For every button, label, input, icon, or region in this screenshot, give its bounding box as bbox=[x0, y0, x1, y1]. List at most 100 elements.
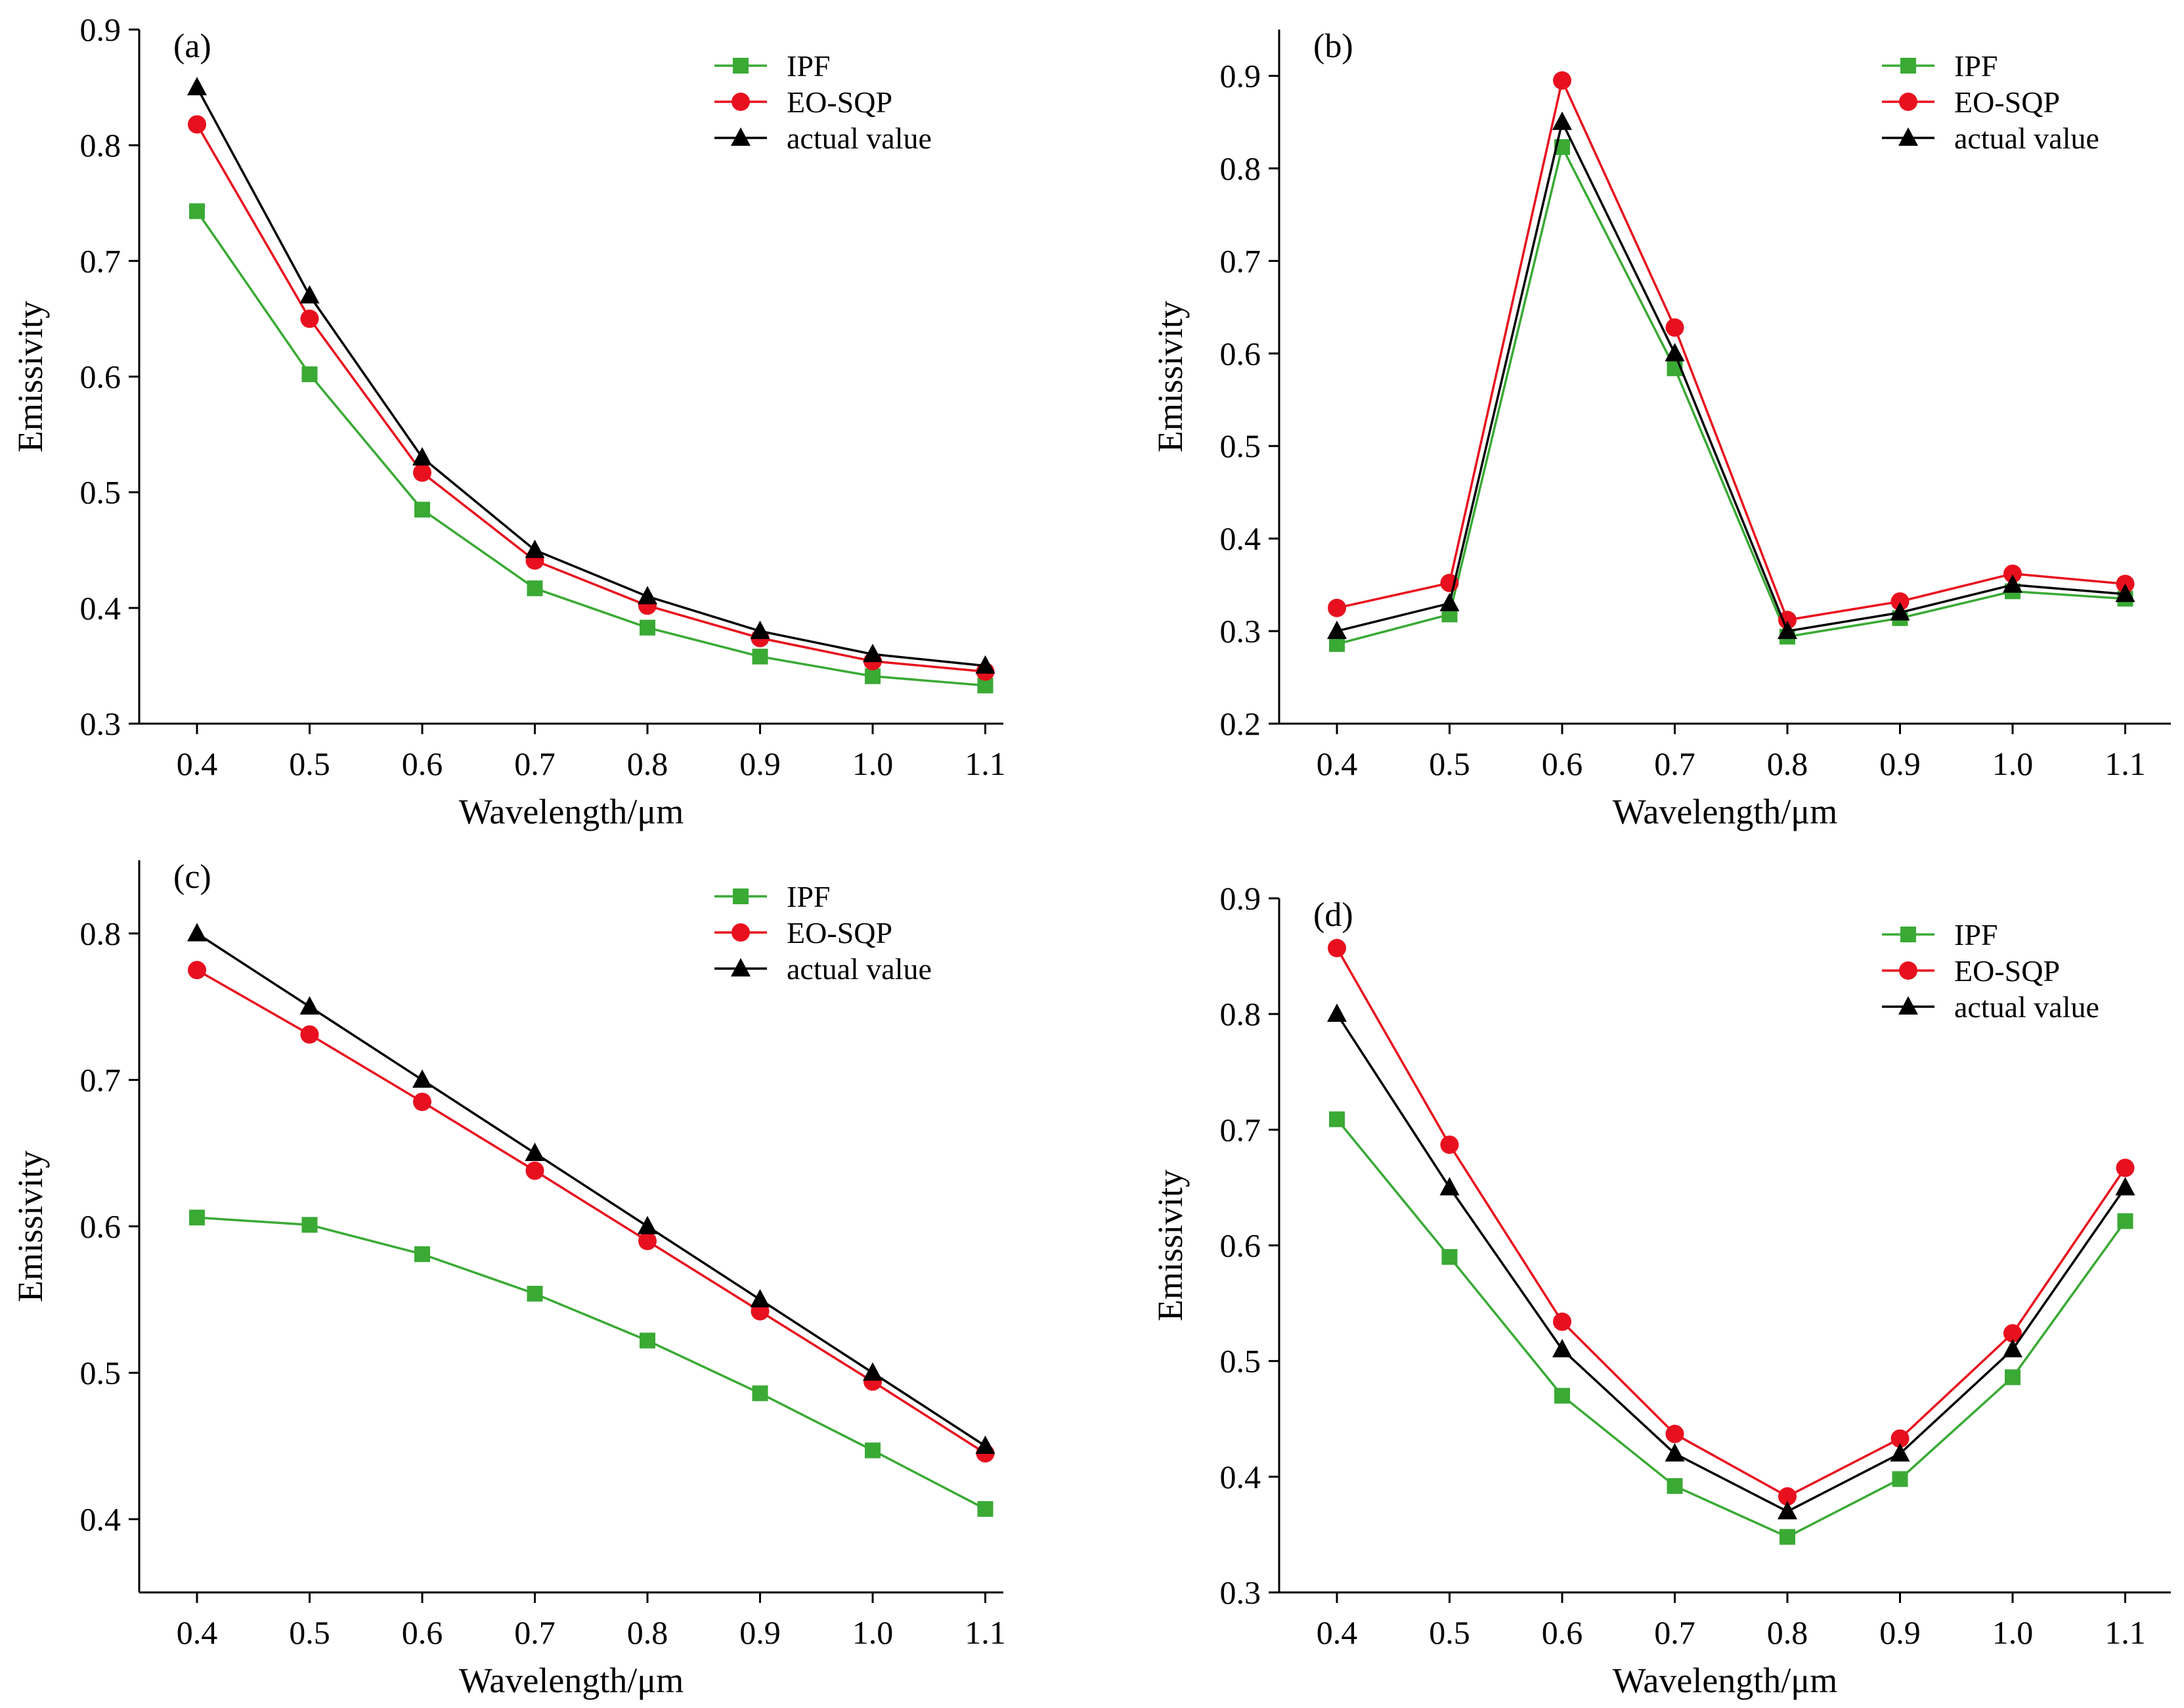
x-tick-label: 0.6 bbox=[1542, 745, 1583, 782]
y-tick-label: 0.8 bbox=[80, 915, 121, 952]
data-point-0 bbox=[865, 668, 881, 684]
legend-marker bbox=[732, 93, 750, 111]
x-tick-label: 1.0 bbox=[852, 745, 894, 782]
data-point-1 bbox=[638, 1231, 657, 1250]
data-point-2 bbox=[412, 447, 432, 466]
legend-label: EO-SQP bbox=[787, 916, 892, 950]
panel-label: (d) bbox=[1313, 896, 1353, 934]
data-point-0 bbox=[414, 1246, 430, 1262]
x-tick-label: 0.8 bbox=[1767, 745, 1808, 782]
data-point-2 bbox=[1778, 1500, 1797, 1520]
y-tick-label: 0.4 bbox=[80, 590, 121, 626]
x-tick-label: 1.0 bbox=[1992, 745, 2034, 782]
data-point-1 bbox=[300, 1025, 319, 1044]
y-tick-label: 0.7 bbox=[80, 242, 121, 279]
data-point-1 bbox=[1553, 1312, 1571, 1331]
data-point-2 bbox=[299, 996, 320, 1015]
y-tick-label: 0.9 bbox=[80, 11, 121, 48]
data-point-0 bbox=[301, 366, 318, 382]
legend-label: actual value bbox=[787, 121, 932, 155]
legend-label: IPF bbox=[787, 880, 830, 913]
legend-label: actual value bbox=[1954, 990, 2099, 1024]
data-point-1 bbox=[1778, 1487, 1797, 1506]
legend-marker bbox=[731, 958, 751, 976]
x-tick-label: 1.1 bbox=[965, 745, 1006, 782]
data-point-2 bbox=[1890, 1443, 1910, 1462]
data-point-0 bbox=[1441, 1249, 1458, 1265]
x-axis-title: Wavelength/μm bbox=[459, 792, 684, 831]
data-point-0 bbox=[1780, 1529, 1795, 1545]
panel-label: (a) bbox=[173, 28, 211, 65]
data-point-2 bbox=[975, 655, 995, 674]
data-point-2 bbox=[1778, 621, 1797, 640]
data-point-2 bbox=[2003, 574, 2022, 593]
data-point-2 bbox=[525, 1143, 545, 1161]
series-line-2 bbox=[1336, 1013, 2126, 1513]
y-tick-label: 0.5 bbox=[1220, 427, 1261, 464]
data-point-0 bbox=[301, 1217, 318, 1233]
data-point-2 bbox=[1439, 592, 1460, 611]
y-tick-label: 0.6 bbox=[1220, 335, 1261, 372]
y-tick-label: 0.8 bbox=[1220, 150, 1261, 186]
x-tick-label: 1.1 bbox=[2105, 1614, 2146, 1651]
data-point-1 bbox=[413, 1092, 431, 1111]
data-point-2 bbox=[2115, 1177, 2135, 1196]
data-point-2 bbox=[863, 644, 883, 663]
series-line-0 bbox=[1336, 143, 2126, 646]
panel-label: (b) bbox=[1313, 28, 1353, 65]
series-line-0 bbox=[196, 1216, 986, 1510]
data-point-2 bbox=[1552, 1339, 1572, 1358]
x-tick-label: 0.9 bbox=[1879, 745, 1921, 782]
data-point-0 bbox=[527, 580, 543, 596]
data-point-0 bbox=[865, 1442, 881, 1458]
y-axis-title: Emissivity bbox=[1150, 301, 1190, 452]
x-tick-label: 0.6 bbox=[402, 745, 443, 782]
x-tick-label: 1.1 bbox=[2105, 745, 2146, 782]
legend-label: EO-SQP bbox=[787, 85, 892, 119]
data-point-1 bbox=[1665, 1424, 1684, 1443]
x-tick-label: 0.5 bbox=[289, 745, 330, 782]
y-tick-label: 0.9 bbox=[1220, 57, 1261, 94]
legend-marker bbox=[1899, 961, 1917, 980]
y-tick-label: 0.7 bbox=[80, 1062, 121, 1099]
data-point-1 bbox=[188, 115, 206, 134]
legend-marker bbox=[1900, 58, 1916, 74]
x-tick-label: 0.8 bbox=[627, 1614, 668, 1651]
data-point-2 bbox=[187, 77, 207, 96]
legend-marker bbox=[1899, 93, 1917, 111]
y-axis-title: Emissivity bbox=[11, 301, 50, 452]
data-point-0 bbox=[527, 1286, 543, 1302]
y-tick-label: 0.8 bbox=[1220, 996, 1261, 1032]
data-point-2 bbox=[1890, 602, 1910, 621]
y-tick-label: 0.4 bbox=[1220, 1458, 1261, 1495]
x-axis-title: Wavelength/μm bbox=[459, 1661, 684, 1700]
data-point-1 bbox=[1665, 318, 1684, 337]
x-tick-label: 0.5 bbox=[1429, 1614, 1470, 1651]
data-point-1 bbox=[188, 961, 206, 980]
x-tick-label: 0.5 bbox=[1429, 745, 1470, 782]
data-point-1 bbox=[2003, 564, 2022, 583]
y-tick-label: 0.6 bbox=[80, 1208, 121, 1245]
data-point-1 bbox=[2116, 1158, 2135, 1177]
chart-panel-a: 0.3 0.4 0.5 0.6 0.7 0.8 0.9 0.4 0.5 0.6 0.7 0.8 0.9 1… bbox=[11, 11, 1006, 831]
data-point-1 bbox=[1553, 71, 1571, 90]
data-point-0 bbox=[752, 1385, 768, 1401]
legend-marker bbox=[733, 58, 749, 74]
data-point-1 bbox=[1890, 592, 1910, 611]
x-tick-label: 0.7 bbox=[514, 745, 556, 782]
y-tick-label: 0.6 bbox=[80, 359, 121, 395]
data-point-2 bbox=[638, 586, 657, 605]
y-tick-label: 0.5 bbox=[80, 474, 121, 511]
data-point-2 bbox=[1327, 1003, 1347, 1022]
x-tick-label: 0.8 bbox=[627, 745, 668, 782]
series-line-1 bbox=[1336, 77, 2126, 622]
legend-label: IPF bbox=[1954, 49, 1998, 83]
y-tick-label: 0.2 bbox=[1220, 705, 1261, 742]
data-point-2 bbox=[525, 539, 545, 558]
legend-label: EO-SQP bbox=[1954, 954, 2060, 988]
data-point-1 bbox=[1328, 598, 1346, 617]
data-point-2 bbox=[1552, 111, 1572, 130]
data-point-2 bbox=[975, 1435, 995, 1454]
data-point-0 bbox=[752, 648, 768, 665]
